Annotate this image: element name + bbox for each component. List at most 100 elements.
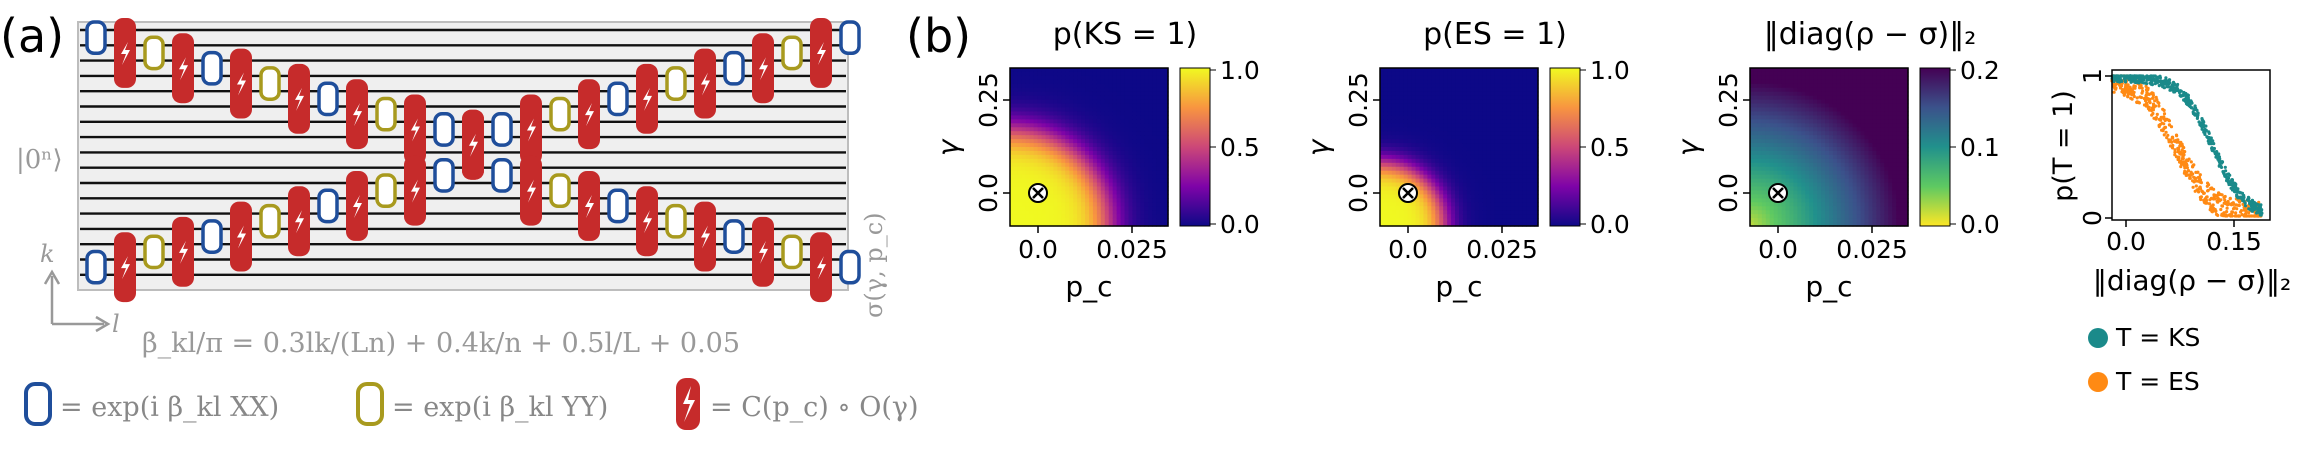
- heatmap-cell: [1073, 103, 1078, 109]
- heatmap-cell: [1108, 202, 1114, 207]
- heatmap-cell: [1876, 198, 1881, 203]
- heatmap-cell: [1092, 166, 1098, 172]
- heatmap-cell: [1037, 174, 1043, 180]
- heatmap-cell: [1136, 119, 1141, 124]
- heatmap-cell: [1025, 222, 1031, 227]
- heatmap-cell: [1510, 147, 1515, 152]
- heatmap-cell: [1522, 210, 1527, 215]
- heatmap-cell: [1459, 198, 1464, 203]
- heatmap-cell: [1892, 111, 1897, 116]
- heatmap-cell: [1474, 115, 1480, 120]
- heatmap-cell: [1164, 154, 1169, 160]
- heatmap-cell: [1888, 162, 1893, 168]
- heatmap-cell: [1765, 111, 1771, 116]
- heatmap-cell: [1832, 75, 1838, 81]
- heatmap-cell: [1904, 103, 1909, 109]
- heatmap-cell: [1884, 123, 1889, 128]
- heatmap-cell: [1821, 198, 1826, 203]
- heatmap-cell: [1534, 162, 1539, 168]
- heatmap-cell: [1164, 218, 1169, 223]
- heatmap-cell: [1089, 87, 1094, 93]
- heatmap-cell: [1470, 83, 1476, 89]
- heatmap-ks-cb-tick-2: 0.0: [1220, 210, 1260, 239]
- heatmap-cell: [1852, 107, 1858, 113]
- heatmap-cell: [1156, 170, 1161, 176]
- heatmap-cell: [1092, 135, 1098, 140]
- heatmap-cell: [1443, 131, 1448, 136]
- heatmap-cell: [1057, 68, 1062, 73]
- heatmap-cell: [1534, 178, 1539, 184]
- heatmap-cell: [1813, 182, 1818, 188]
- heatmap-cell: [1805, 170, 1810, 176]
- heatmap-cell: [1431, 68, 1436, 73]
- heatmap-cell: [1482, 83, 1488, 89]
- heatmap-cell: [1813, 99, 1818, 105]
- heatmap-cell: [1045, 71, 1051, 77]
- heatmap-cell: [1391, 75, 1397, 81]
- heatmap-cell: [1872, 91, 1877, 97]
- heatmap-cell: [1789, 123, 1795, 128]
- heatmap-cell: [1474, 214, 1480, 219]
- heatmap-cell: [1821, 186, 1826, 192]
- heatmap-cell: [1085, 210, 1090, 215]
- heatmap-cell: [1148, 68, 1153, 73]
- heatmap-cell: [1872, 174, 1877, 180]
- heatmap-cell: [1864, 210, 1870, 215]
- heatmap-cell: [1534, 115, 1539, 120]
- heatmap-cell: [1872, 87, 1877, 93]
- heatmap-cell: [1073, 158, 1078, 164]
- heatmap-cell: [1490, 115, 1496, 120]
- heatmap-cell: [1144, 174, 1149, 180]
- heatmap-cell: [1455, 210, 1460, 215]
- heatmap-cell: [1494, 127, 1500, 132]
- heatmap-cell: [1164, 75, 1169, 81]
- heatmap-cell: [1753, 186, 1759, 192]
- heatmap-cell: [1049, 119, 1055, 124]
- heatmap-cell: [1061, 115, 1066, 120]
- heatmap-cell: [1057, 107, 1062, 113]
- heatmap-cell: [1530, 111, 1535, 116]
- heatmap-cell: [1455, 198, 1460, 203]
- heatmap-cell: [1757, 83, 1763, 89]
- heatmap-cell: [1781, 210, 1787, 215]
- heatmap-cell: [1884, 222, 1889, 227]
- heatmap-cell: [1765, 87, 1771, 93]
- heatmap-cell: [1399, 107, 1405, 113]
- heatmap-cell: [1781, 111, 1787, 116]
- heatmap-cell: [1900, 150, 1905, 156]
- heatmap-cell: [1431, 198, 1436, 203]
- heatmap-cell: [1459, 103, 1464, 109]
- heatmap-cell: [1399, 99, 1405, 105]
- heatmap-cell: [1045, 123, 1051, 128]
- heatmap-cell: [1765, 202, 1771, 207]
- heatmap-cell: [1482, 150, 1488, 156]
- heatmap-cell: [1069, 119, 1074, 124]
- heatmap-cell: [1868, 210, 1874, 215]
- heatmap-cell: [1494, 99, 1500, 105]
- heatmap-cell: [1128, 154, 1134, 160]
- heatmap-cell: [1785, 206, 1791, 211]
- heatmap-cell: [1140, 83, 1145, 89]
- heatmap-cell: [1387, 198, 1393, 203]
- heatmap-cell: [1494, 71, 1500, 77]
- heatmap-cell: [1049, 218, 1055, 223]
- heatmap-cell: [1447, 178, 1452, 184]
- heatmap-cell: [1856, 143, 1862, 148]
- heatmap-cell: [1813, 83, 1818, 89]
- heatmap-cell: [1427, 222, 1432, 227]
- heatmap-cell: [1769, 119, 1775, 124]
- heatmap-cell: [1466, 182, 1472, 188]
- heatmap-cell: [1848, 162, 1854, 168]
- heatmap-cell: [1120, 150, 1126, 156]
- heatmap-cell: [1757, 131, 1763, 136]
- heatmap-cell: [1518, 107, 1523, 113]
- heatmap-cell: [1781, 202, 1787, 207]
- heatmap-cell: [1470, 127, 1476, 132]
- heatmap-cell: [1876, 68, 1881, 73]
- heatmap-cell: [1128, 198, 1134, 203]
- heatmap-cell: [1813, 143, 1818, 148]
- heatmap-cell: [1112, 170, 1118, 176]
- heatmap-cell: [1462, 131, 1468, 136]
- heatmap-cell: [1459, 79, 1464, 85]
- lightning-icon: [759, 57, 768, 81]
